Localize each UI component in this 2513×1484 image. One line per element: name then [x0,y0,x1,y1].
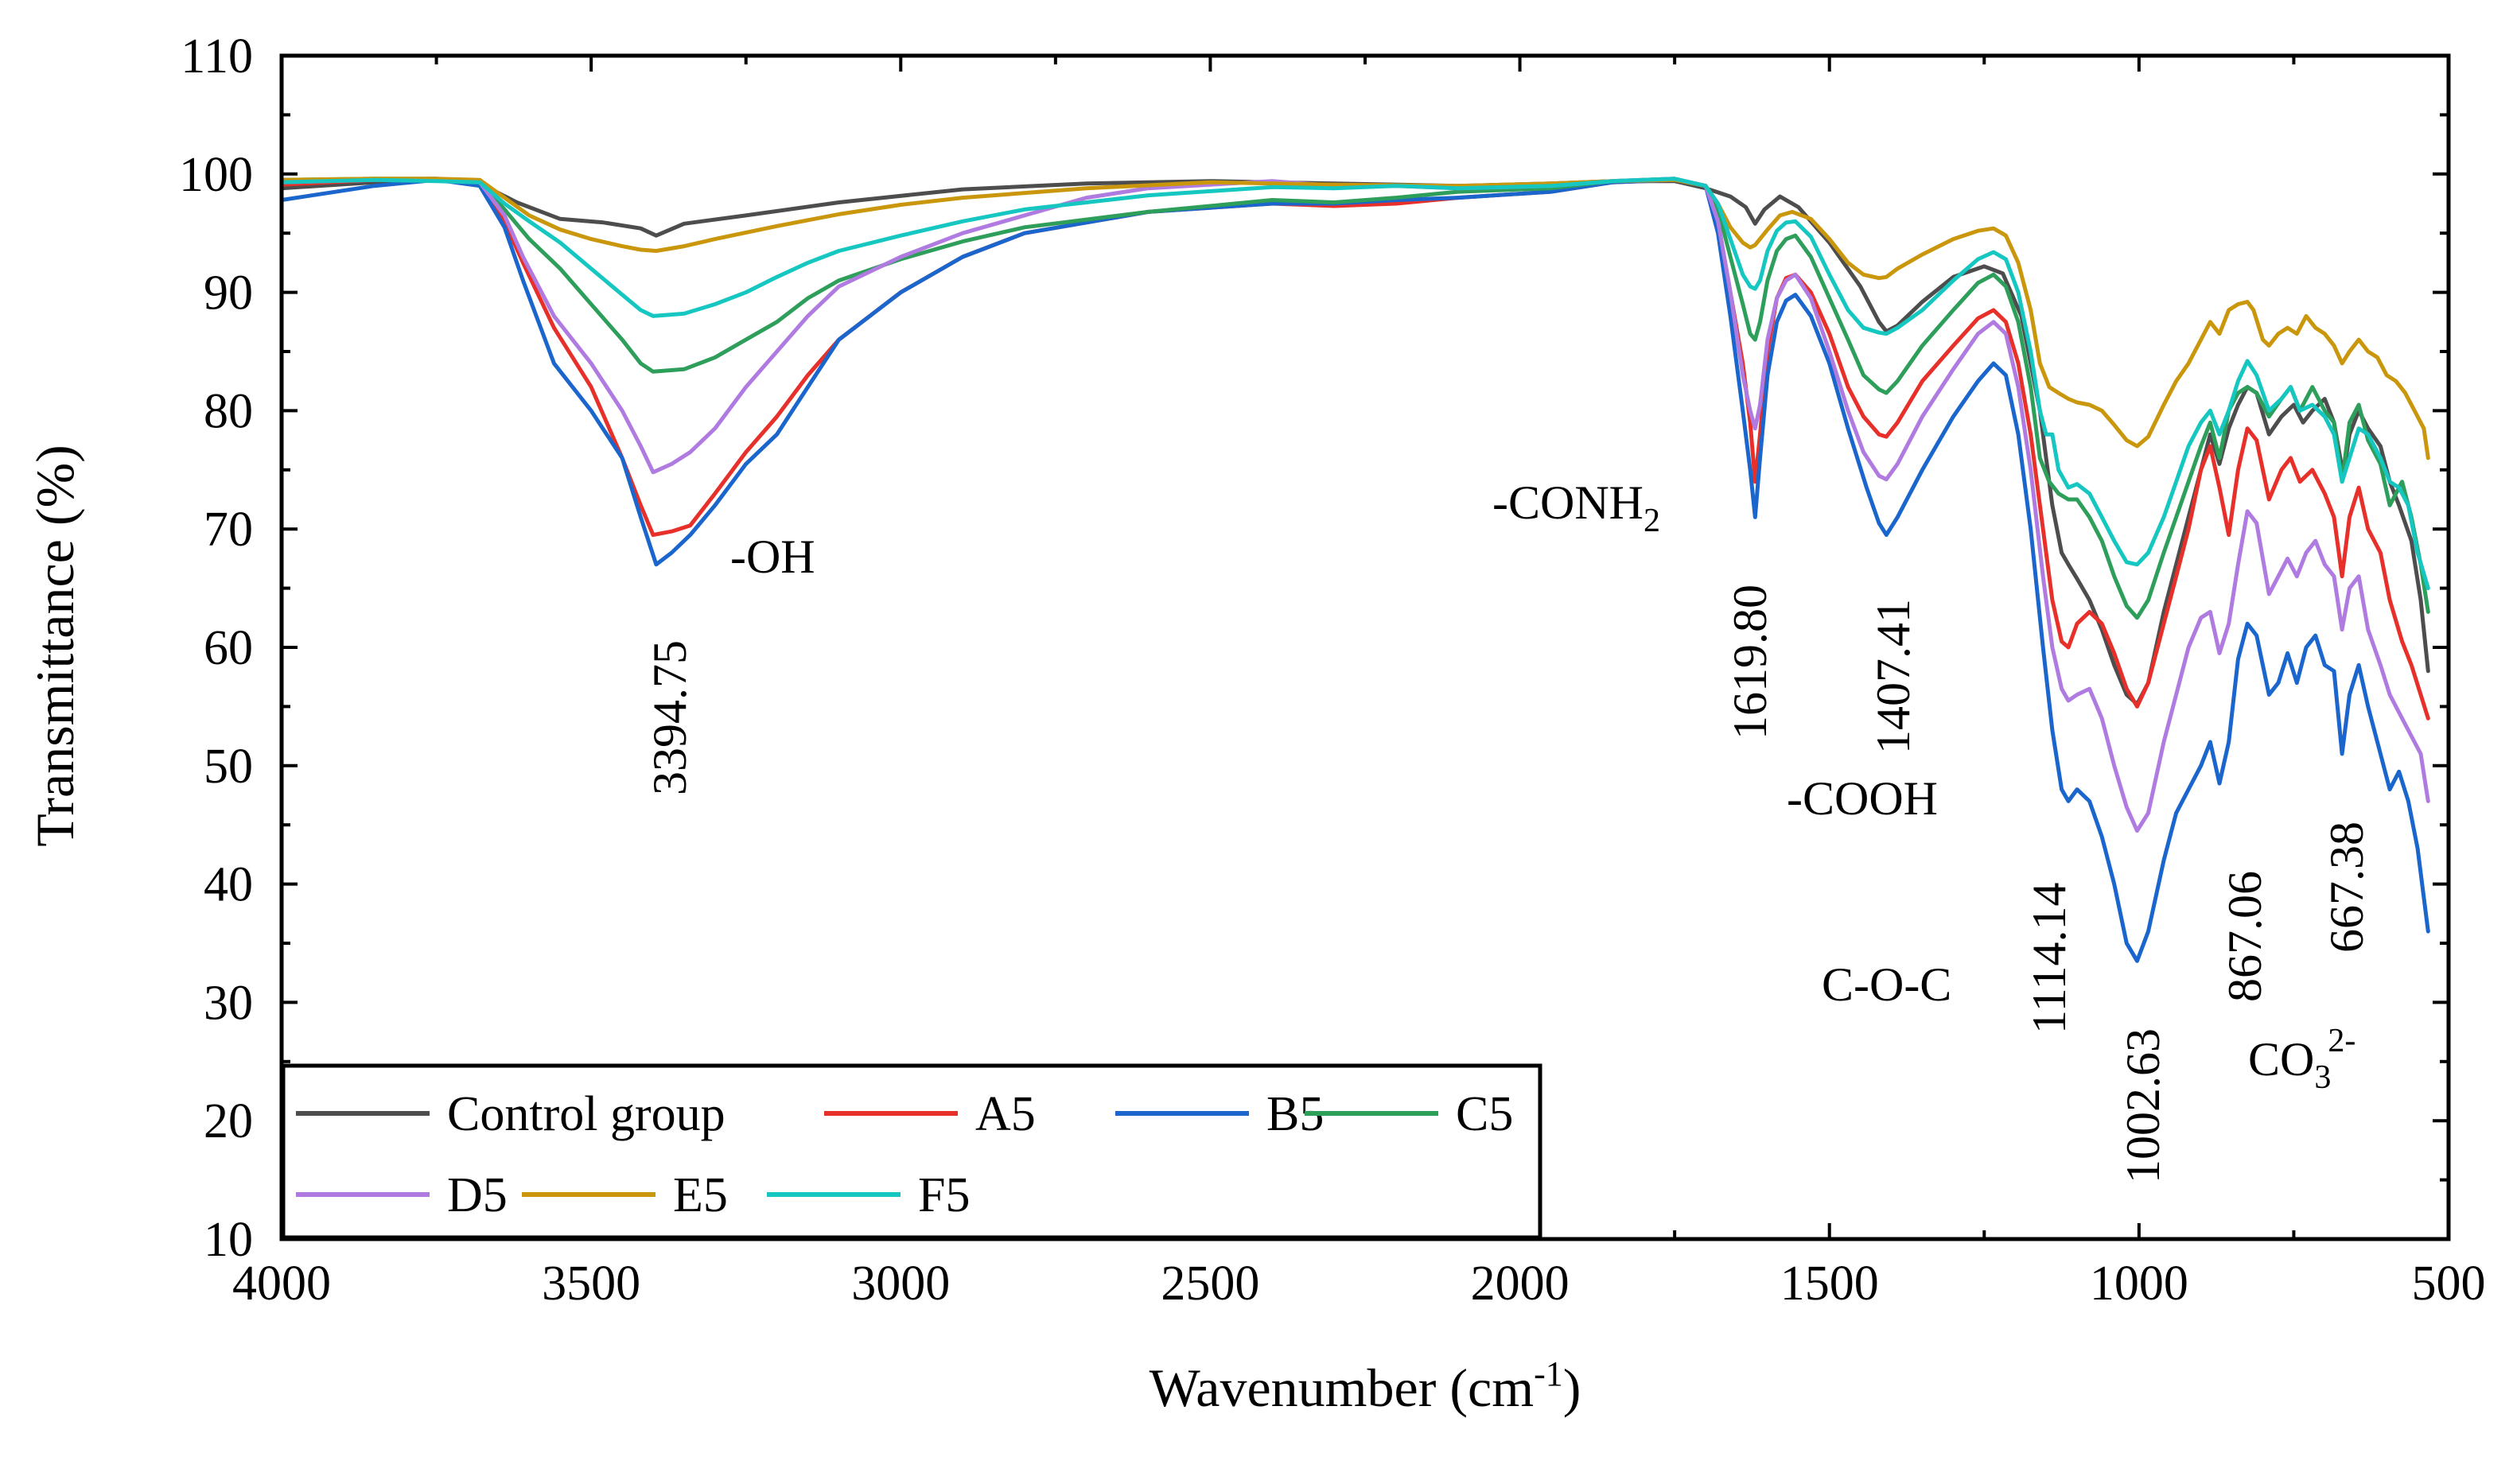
x-tick-label: 3000 [851,1257,950,1311]
legend-box [281,1063,1542,1240]
series-layer [279,177,2430,963]
series-line-e5 [279,177,2430,460]
peak-label-3394: 3394.75 [644,640,696,795]
y-axis-title: Transmittance (%) [25,445,85,846]
annotation-co3-superscript: 2- [2328,1023,2355,1059]
y-tick-label: 60 [204,621,253,675]
y-tick-label: 50 [204,740,253,794]
x-tick-label: 1500 [1780,1257,1879,1311]
y-tick-label: 100 [179,148,253,202]
annotation-co3: CO32- [2248,1023,2355,1096]
annotation-conh2: -CONH2 [1492,476,1660,539]
peak-label-667: 667.38 [2320,822,2373,953]
y-tick-label: 80 [204,384,253,438]
y-tick-label: 20 [204,1094,253,1148]
legend-label-f5: F5 [918,1168,970,1222]
x-tick-label: 1000 [2090,1257,2188,1311]
series-line-b5 [279,177,2430,963]
annotation-cooh: -COOH [1787,772,1938,825]
series-line-f5 [279,177,2430,591]
x-tick-label: 4000 [232,1257,331,1311]
legend-label-a5: A5 [975,1087,1036,1141]
x-tick-label: 2500 [1161,1257,1259,1311]
y-tick-label: 10 [204,1213,253,1267]
y-tick-label: 110 [181,29,253,84]
peak-label-1619: 1619.80 [1724,585,1776,740]
annotation-co3-base: CO [2248,1033,2314,1086]
legend-label-e5: E5 [673,1168,728,1222]
y-tick-label: 70 [204,503,253,557]
x-tick-label: 500 [2412,1257,2486,1311]
legend-label-c5: C5 [1456,1087,1513,1141]
x-axis-title-close: ) [1563,1358,1581,1418]
y-tick-label: 40 [204,858,253,912]
annotation-conh2-subscript: 2 [1644,503,1660,539]
axis-ticks: 4000 3500 3000 2500 2000 1500 1000 500 10 20 30 40 5… [179,29,2486,1311]
annotation-coc: C-O-C [1822,958,1951,1011]
peak-label-1407: 1407.41 [1867,599,1920,754]
y-tick-label: 30 [204,976,253,1030]
x-tick-label: 2000 [1471,1257,1570,1311]
peak-label-1002: 1002.63 [2117,1028,2169,1183]
x-axis-title: Wavenumber (cm-1) [1150,1354,1581,1418]
peak-label-1114: 1114.14 [2023,882,2075,1034]
x-tick-label: 3500 [542,1257,640,1311]
annotation-co3-subscript: 3 [2314,1059,2331,1096]
series-line-d5 [279,177,2430,833]
annotation-conh2-base: -CONH [1492,476,1644,529]
legend-label-control-group: Control group [447,1087,726,1141]
y-tick-label: 90 [204,266,253,320]
annotation-oh: -OH [730,530,815,583]
x-axis-title-superscript: -1 [1534,1354,1563,1393]
x-axis-title-main: Wavenumber (cm [1150,1358,1535,1418]
series-line-a5 [279,177,2430,721]
peak-label-867: 867.06 [2219,871,2271,1002]
legend-label-d5: D5 [447,1168,508,1222]
